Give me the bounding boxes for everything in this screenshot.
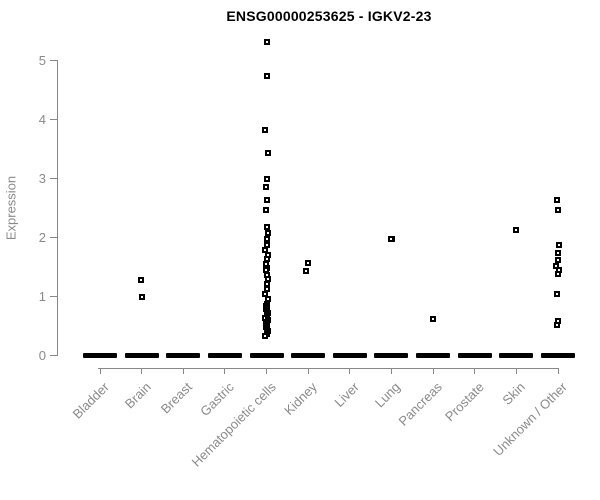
zero-expression-dash bbox=[374, 353, 409, 358]
data-point bbox=[513, 226, 520, 233]
y-axis-tick bbox=[50, 296, 57, 297]
data-point bbox=[261, 127, 268, 134]
y-tick-label: 2 bbox=[38, 230, 46, 245]
y-axis-tick bbox=[50, 237, 57, 238]
y-axis-line bbox=[57, 60, 58, 356]
y-axis-tick bbox=[50, 355, 57, 356]
data-point bbox=[555, 249, 562, 256]
data-point bbox=[263, 196, 270, 203]
data-point bbox=[264, 230, 271, 237]
data-point bbox=[264, 149, 271, 156]
x-axis-tick bbox=[474, 368, 476, 374]
data-point bbox=[555, 207, 562, 214]
zero-expression-dash bbox=[499, 353, 534, 358]
x-axis-tick bbox=[141, 368, 143, 374]
y-tick-label: 4 bbox=[38, 112, 46, 127]
y-tick-label: 3 bbox=[38, 171, 46, 186]
y-axis-tick bbox=[50, 60, 57, 61]
data-point bbox=[262, 206, 269, 213]
y-axis-tick bbox=[50, 178, 57, 179]
zero-expression-dash bbox=[207, 353, 242, 358]
zero-expression-dash bbox=[416, 353, 451, 358]
data-point bbox=[303, 267, 310, 274]
zero-expression-dash bbox=[332, 353, 367, 358]
data-point bbox=[554, 322, 561, 329]
data-point bbox=[556, 241, 563, 248]
zero-expression-dash bbox=[166, 353, 201, 358]
x-axis-line bbox=[98, 368, 559, 369]
x-axis-tick bbox=[224, 368, 226, 374]
data-point bbox=[430, 315, 437, 322]
y-tick-label: 5 bbox=[38, 53, 46, 68]
x-axis-tick bbox=[99, 368, 101, 374]
data-point bbox=[262, 184, 269, 191]
x-axis-tick bbox=[349, 368, 351, 374]
data-point bbox=[263, 224, 270, 231]
data-point bbox=[263, 73, 270, 80]
data-point bbox=[261, 290, 268, 297]
chart-title: ENSG00000253625 - IGKV2-23 bbox=[226, 8, 432, 24]
data-point bbox=[555, 271, 562, 278]
y-tick-label: 1 bbox=[38, 289, 46, 304]
zero-expression-dash bbox=[249, 353, 284, 358]
zero-expression-dash bbox=[541, 353, 576, 358]
x-axis-tick bbox=[557, 368, 559, 374]
x-axis-tick bbox=[432, 368, 434, 374]
y-tick-label: 0 bbox=[38, 348, 46, 363]
x-axis-tick bbox=[266, 368, 268, 374]
data-point bbox=[554, 197, 561, 204]
data-point bbox=[261, 333, 268, 340]
data-point bbox=[137, 276, 144, 283]
x-axis-tick bbox=[307, 368, 309, 374]
y-axis-tick bbox=[50, 119, 57, 120]
data-point bbox=[388, 236, 395, 243]
data-point bbox=[264, 295, 271, 302]
data-point bbox=[554, 291, 561, 298]
x-axis-tick bbox=[515, 368, 517, 374]
data-point bbox=[263, 39, 270, 46]
zero-expression-dash bbox=[457, 353, 492, 358]
zero-expression-dash bbox=[83, 353, 117, 358]
zero-expression-dash bbox=[124, 353, 159, 358]
data-point bbox=[138, 294, 145, 301]
data-point bbox=[263, 176, 270, 183]
x-axis-tick bbox=[182, 368, 184, 374]
x-axis-tick bbox=[390, 368, 392, 374]
zero-expression-dash bbox=[291, 353, 326, 358]
data-point bbox=[555, 256, 562, 263]
data-point bbox=[305, 259, 312, 266]
data-point bbox=[263, 236, 270, 243]
